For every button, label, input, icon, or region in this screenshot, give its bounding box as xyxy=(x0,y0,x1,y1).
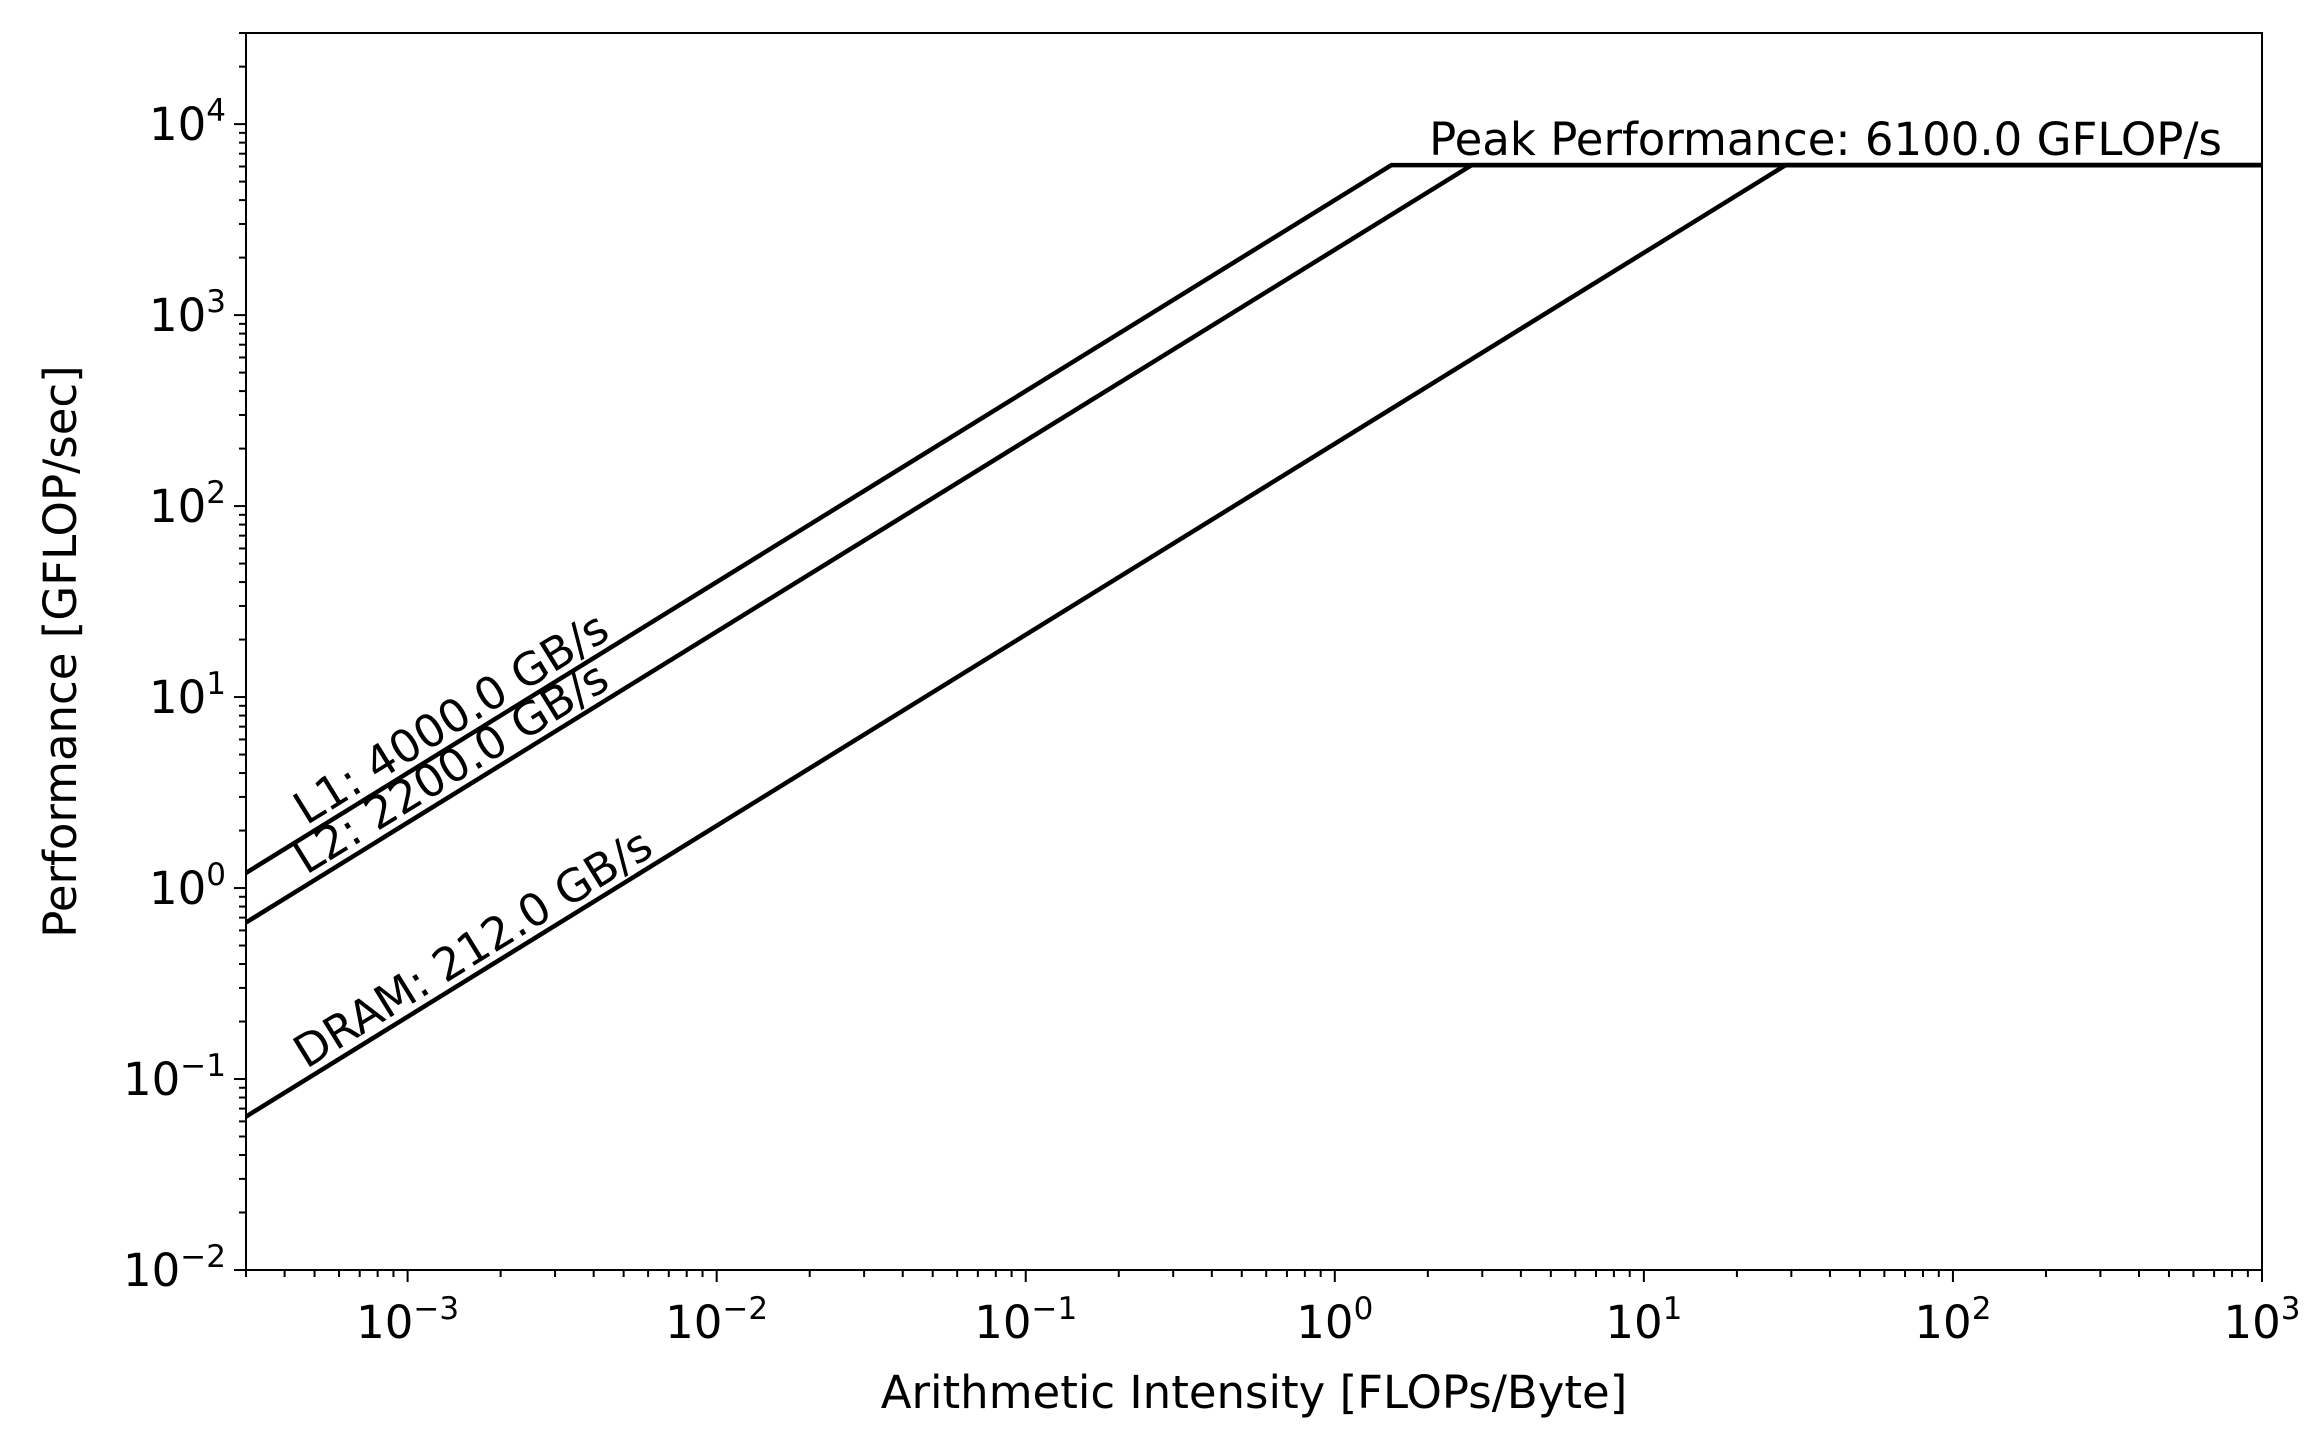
x-tick-label: 101 xyxy=(1605,1291,1682,1349)
y-tick-label: 10−1 xyxy=(123,1048,226,1106)
x-tick-label: 100 xyxy=(1296,1291,1373,1349)
y-tick-label: 100 xyxy=(149,857,226,915)
x-axis-label: Arithmetic Intensity [FLOPs/Byte] xyxy=(881,1366,1628,1419)
y-tick-label: 104 xyxy=(149,93,226,151)
y-tick-label: 10−2 xyxy=(123,1239,226,1297)
x-tick-label: 10−1 xyxy=(974,1291,1077,1349)
plot-frame xyxy=(245,32,2263,1271)
x-tick-label: 102 xyxy=(1914,1291,1991,1349)
roofline-dram xyxy=(246,162,2262,1119)
y-axis-label: Performance [GFLOP/sec] xyxy=(34,365,87,937)
x-tick-label: 10−3 xyxy=(356,1291,459,1349)
y-tick-label: 102 xyxy=(149,475,226,533)
x-tick-label: 10−2 xyxy=(665,1291,768,1349)
y-tick-label: 103 xyxy=(149,284,226,342)
y-tick-label: 101 xyxy=(149,666,226,724)
x-tick-label: 103 xyxy=(2224,1291,2301,1349)
peak-performance-label: Peak Performance: 6100.0 GFLOP/s xyxy=(1429,113,2222,166)
